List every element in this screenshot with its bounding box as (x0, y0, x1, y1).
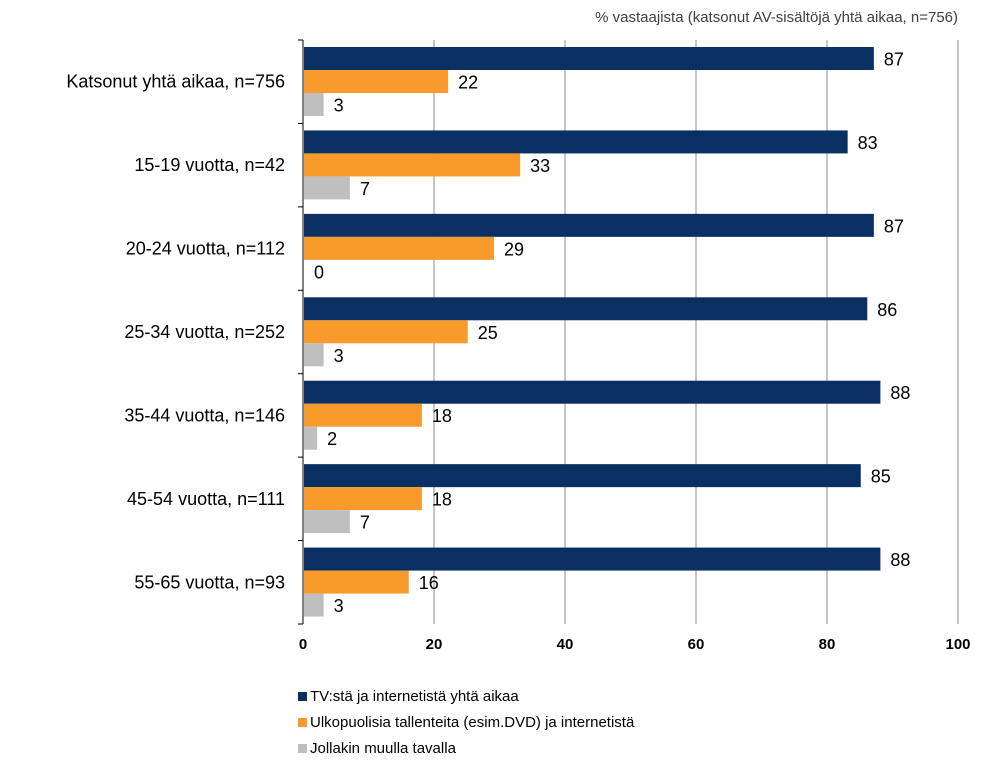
x-tick-label: 100 (945, 636, 970, 653)
legend-label: Jollakin muulla tavalla (310, 740, 456, 757)
bar (304, 403, 422, 427)
legend-item: Jollakin muulla tavalla (298, 736, 634, 762)
legend-swatch (298, 744, 307, 753)
x-tick-label: 80 (819, 636, 836, 653)
data-label: 33 (530, 156, 550, 176)
data-label: 7 (360, 513, 370, 533)
data-label: 18 (432, 490, 452, 510)
bar (304, 153, 521, 177)
data-label: 86 (877, 300, 897, 320)
x-tick-label: 60 (688, 636, 705, 653)
data-label: 88 (890, 550, 910, 570)
category-label: 20-24 vuotta, n=112 (126, 239, 285, 259)
category-label: 25-34 vuotta, n=252 (124, 322, 285, 342)
bar (304, 570, 409, 594)
bar (304, 47, 874, 70)
bar (304, 320, 468, 344)
category-label: 35-44 vuotta, n=146 (124, 405, 285, 425)
bar (304, 70, 449, 93)
legend-swatch (298, 692, 307, 701)
data-label: 88 (890, 383, 910, 403)
data-label: 83 (858, 133, 878, 153)
bar (304, 343, 324, 367)
data-label: 16 (419, 573, 439, 593)
bar (304, 236, 494, 260)
bar (304, 176, 350, 200)
x-axis-ticks: 0 20 40 60 80 100 (299, 636, 971, 653)
bar (304, 426, 318, 450)
bar (304, 487, 422, 511)
category-label: 45-54 vuotta, n=111 (127, 489, 285, 509)
bar (304, 464, 861, 488)
category-label: 55-65 vuotta, n=93 (134, 572, 285, 592)
x-tick-label: 0 (299, 636, 307, 653)
data-label: 3 (334, 346, 344, 366)
bars (304, 47, 881, 617)
legend: TV:stä ja internetistä yhtä aikaa Ulkopu… (298, 684, 634, 762)
data-labels: 87 22 3 83 33 7 87 29 0 86 25 3 88 18 2 85 18 7 88 16 3 (314, 50, 910, 617)
data-label: 87 (884, 216, 904, 236)
bar (304, 380, 881, 404)
legend-swatch (298, 718, 307, 727)
data-label: 2 (327, 429, 337, 449)
bar (304, 130, 848, 154)
x-tick-label: 20 (426, 636, 443, 653)
category-label: 15-19 vuotta, n=42 (134, 155, 285, 175)
x-tick-label: 40 (557, 636, 574, 653)
bar (304, 213, 874, 237)
bar (304, 547, 881, 571)
bar-chart: % vastaajista (katsonut AV-sisältöjä yht… (66, 9, 971, 653)
category-labels: Katsonut yhtä aikaa, n=756 15-19 vuotta, … (66, 72, 285, 593)
data-label: 25 (478, 323, 498, 343)
data-label: 0 (314, 262, 324, 282)
legend-label: TV:stä ja internetistä yhtä aikaa (310, 688, 519, 705)
bar (304, 510, 350, 534)
data-label: 22 (458, 73, 478, 93)
data-label: 3 (334, 96, 344, 116)
data-label: 7 (360, 179, 370, 199)
bar (304, 297, 868, 321)
data-label: 85 (871, 467, 891, 487)
data-label: 87 (884, 50, 904, 70)
bar (304, 93, 324, 116)
chart-subtitle: % vastaajista (katsonut AV-sisältöjä yht… (595, 9, 958, 26)
legend-item: TV:stä ja internetistä yhtä aikaa (298, 684, 634, 710)
data-label: 3 (334, 596, 344, 616)
legend-item: Ulkopuolisia tallenteita (esim.DVD) ja i… (298, 710, 634, 736)
bar (304, 593, 324, 617)
category-label: Katsonut yhtä aikaa, n=756 (66, 72, 285, 92)
data-label: 29 (504, 239, 524, 259)
legend-label: Ulkopuolisia tallenteita (esim.DVD) ja i… (310, 714, 635, 731)
data-label: 18 (432, 406, 452, 426)
